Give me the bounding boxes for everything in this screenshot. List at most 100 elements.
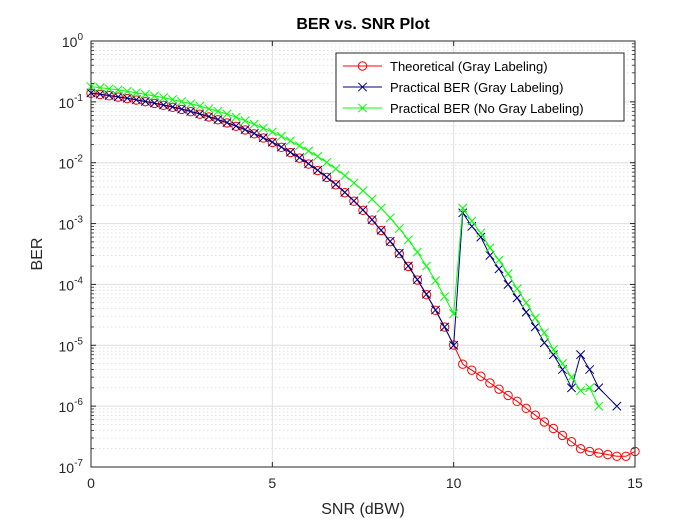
data-point (476, 371, 486, 381)
data-point (440, 292, 450, 302)
data-point (521, 298, 531, 308)
y-tick-label: 10-1 (59, 93, 84, 111)
data-point (204, 111, 214, 122)
data-point (258, 123, 268, 133)
data-point (122, 86, 132, 96)
data-point (294, 141, 305, 151)
data-point (458, 203, 468, 213)
data-point (104, 84, 114, 94)
y-tick-labels: 100 10-1 10-2 10-3 10-4 10-5 10-6 10-7 (59, 32, 84, 476)
data-point (158, 100, 169, 110)
data-point (249, 128, 259, 138)
data-point (95, 83, 105, 93)
data-point (485, 378, 495, 388)
data-point (113, 92, 123, 102)
data-point (168, 102, 178, 112)
data-point (204, 104, 214, 114)
y-tick-label: 10-6 (59, 397, 84, 415)
series-line (90, 92, 618, 407)
data-point (612, 401, 622, 411)
data-point (222, 109, 232, 119)
data-point (304, 146, 314, 156)
data-point (331, 164, 341, 174)
data-point (140, 89, 150, 99)
x-tick-labels: 0 5 10 15 (87, 475, 643, 491)
data-point (349, 178, 359, 188)
data-point (530, 313, 540, 323)
series-layer (86, 82, 640, 461)
data-point (240, 124, 250, 135)
data-point (222, 118, 232, 128)
data-point (412, 247, 422, 257)
legend-marker (357, 61, 368, 71)
data-point (430, 276, 441, 286)
data-point (494, 384, 504, 394)
data-point (367, 194, 377, 204)
legend-entry: Theoretical (Gray Labeling) (343, 59, 548, 74)
data-point (340, 188, 350, 198)
data-point (195, 109, 205, 119)
data-point (512, 284, 522, 294)
data-point (566, 372, 577, 382)
data-point (177, 104, 187, 114)
data-point (331, 180, 341, 190)
x-tick-label: 10 (446, 475, 462, 491)
data-point (421, 289, 432, 300)
data-point (412, 275, 422, 285)
data-point (267, 127, 277, 137)
data-point (267, 137, 278, 148)
data-point (494, 264, 504, 274)
data-point (113, 85, 123, 95)
data-point (168, 95, 178, 105)
data-point (385, 236, 395, 247)
data-point (485, 250, 495, 260)
data-point (512, 396, 522, 407)
data-point (439, 322, 450, 332)
data-point (149, 98, 160, 108)
legend-label: Practical BER (Gray Labeling) (390, 80, 563, 95)
data-point (421, 289, 432, 299)
data-point (204, 112, 214, 122)
series-3 (86, 82, 604, 411)
data-point (566, 383, 577, 393)
data-point (539, 417, 550, 427)
data-point (195, 101, 205, 111)
x-tick-label: 0 (87, 475, 95, 491)
legend-label: Theoretical (Gray Labeling) (390, 59, 548, 74)
data-point (557, 359, 568, 369)
y-tick-label: 10-3 (59, 215, 84, 233)
data-point (566, 437, 577, 447)
data-point (594, 383, 604, 393)
data-point (131, 95, 141, 105)
data-point (603, 449, 613, 460)
data-point (331, 179, 341, 189)
data-point (403, 261, 414, 272)
data-point (503, 269, 513, 279)
data-point (621, 451, 631, 461)
data-point (385, 236, 395, 246)
legend-label: Practical BER (No Gray Labeling) (390, 101, 584, 116)
data-point (322, 172, 332, 182)
data-point (367, 215, 377, 225)
data-point (285, 136, 296, 146)
data-point (231, 121, 241, 131)
data-point (276, 131, 286, 141)
y-axis-label: BER (29, 238, 46, 271)
data-point (503, 390, 513, 401)
data-point (276, 142, 286, 152)
data-point (313, 165, 323, 175)
data-point (485, 243, 495, 253)
data-point (385, 213, 395, 223)
data-point (394, 248, 404, 259)
data-point (458, 359, 468, 369)
data-point (131, 88, 141, 98)
legend-marker (357, 82, 368, 92)
data-point (149, 91, 160, 101)
data-point (394, 223, 404, 234)
data-point (594, 448, 604, 458)
data-point (403, 261, 413, 271)
data-point (512, 293, 522, 303)
data-point (231, 112, 241, 122)
legend-box (335, 52, 625, 122)
